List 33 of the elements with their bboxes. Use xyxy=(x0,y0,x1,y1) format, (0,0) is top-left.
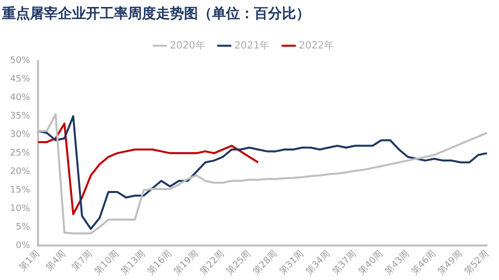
x-tick-label: 第25周 xyxy=(224,248,254,277)
y-tick-label: 40% xyxy=(10,93,30,104)
y-tick-label: 0% xyxy=(16,240,30,251)
x-tick-label: 第40周 xyxy=(356,248,386,277)
x-tick-label: 第43周 xyxy=(382,248,412,277)
x-tick-label: 第10周 xyxy=(92,248,122,277)
x-tick-label: 第34周 xyxy=(304,248,332,277)
x-tick-label: 第13周 xyxy=(118,248,148,277)
y-tick-label: 45% xyxy=(10,74,30,85)
y-tick-label: 15% xyxy=(10,185,30,196)
y-tick-label: 20% xyxy=(10,166,30,177)
x-tick-label: 第52周 xyxy=(462,248,491,277)
x-tick-label: 第4周 xyxy=(44,248,68,273)
x-tick-label: 第49周 xyxy=(436,248,464,277)
y-tick-label: 5% xyxy=(16,222,30,232)
x-tick-label: 第46周 xyxy=(409,248,438,277)
x-tick-label: 第1周 xyxy=(17,248,42,273)
x-tick-label: 第19周 xyxy=(172,248,200,277)
y-tick-label: 25% xyxy=(10,148,30,159)
x-tick-label: 第7周 xyxy=(70,248,95,273)
x-tick-label: 第31周 xyxy=(277,248,306,277)
chart-title: 重点屠宰企业开工率周度走势图（单位：百分比） xyxy=(1,5,310,22)
y-tick-label: 10% xyxy=(10,204,30,214)
x-tick-label: 第16周 xyxy=(145,248,174,277)
y-tick-label: 30% xyxy=(10,130,30,140)
x-tick-label: 第37周 xyxy=(330,248,359,277)
legend-label: 2022年 xyxy=(298,39,334,52)
legend-label: 2021年 xyxy=(234,39,270,52)
x-tick-label: 第28周 xyxy=(250,248,280,277)
y-tick-label: 35% xyxy=(10,112,30,122)
legend-label: 2020年 xyxy=(170,39,206,52)
x-tick-label: 第22周 xyxy=(198,248,227,277)
y-tick-label: 50% xyxy=(10,56,30,66)
